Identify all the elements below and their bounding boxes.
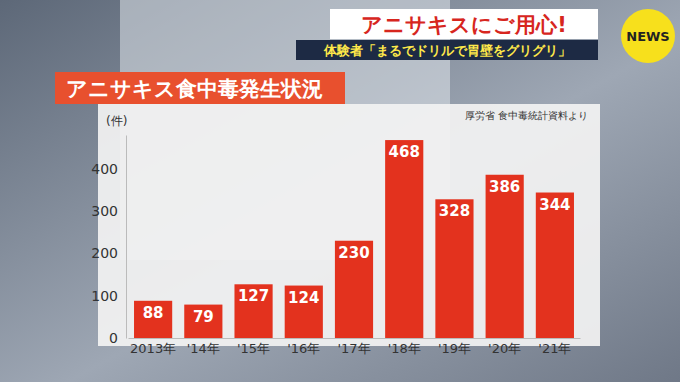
- subheadline: 体験者「まるでドリルで胃壁をグリグリ」: [323, 43, 571, 58]
- x-tick: '15年: [237, 338, 270, 356]
- bars: [134, 140, 574, 338]
- subheadline-box: [296, 40, 598, 60]
- bar: [335, 241, 373, 338]
- bar: [486, 175, 524, 338]
- data-label: 344: [539, 196, 570, 214]
- y-tick-label: 200: [91, 245, 118, 261]
- bar: [435, 199, 473, 338]
- y-tick: 300: [91, 203, 126, 219]
- bar: [234, 284, 272, 338]
- y-axis: 0 100 200 300 400: [91, 136, 126, 346]
- logo-circle: [621, 9, 675, 63]
- data-label: 386: [489, 178, 520, 196]
- y-tick-label: 0: [109, 330, 118, 346]
- canvas: アニサキス食中毒発生状況 アニサキスにご用心! 体験者「まるでドリルで胃壁をグリグリ…: [0, 0, 680, 382]
- source-note: 厚労省 食中毒統計資料より: [465, 110, 588, 121]
- x-tick-label: 2013年: [130, 341, 176, 356]
- headline-box: [330, 9, 598, 39]
- data-labels: 88 79 127 124 230 468 328 386 344: [143, 143, 571, 326]
- x-axis-line: [129, 338, 581, 339]
- y-tick-label: 300: [91, 203, 118, 219]
- chart-title: アニサキス食中毒発生状況: [66, 77, 323, 101]
- x-axis: 2013年 '14年 '15年 '16年 '17年 '18年 '19年 '20年 '21年: [129, 338, 581, 356]
- headline: アニサキスにご用心!: [361, 13, 567, 37]
- x-tick: '20年: [488, 338, 521, 356]
- y-axis-line: [126, 136, 127, 339]
- title-box: [55, 72, 345, 104]
- y-axis-label: (件): [106, 114, 127, 128]
- background: [0, 0, 680, 382]
- data-label: 230: [338, 244, 369, 262]
- x-tick-label: '19年: [438, 341, 471, 356]
- y-tick: 400: [91, 161, 126, 177]
- data-label: 127: [238, 287, 269, 305]
- bar: [285, 286, 323, 338]
- bar: [536, 193, 574, 338]
- x-tick-label: '14年: [187, 341, 220, 356]
- y-tick: 200: [91, 245, 126, 261]
- bar: [184, 305, 222, 338]
- x-tick-label: '15年: [237, 341, 270, 356]
- x-tick: 2013年: [130, 338, 176, 356]
- x-tick: '19年: [438, 338, 471, 356]
- data-label: 468: [389, 143, 420, 161]
- x-tick: '18年: [388, 338, 421, 356]
- x-tick-label: '17年: [337, 341, 370, 356]
- y-tick-label: 400: [91, 161, 118, 177]
- y-tick: 0: [109, 330, 126, 346]
- chart-panel: [98, 104, 600, 346]
- logo: NEWS: [626, 29, 669, 44]
- data-label: 328: [439, 202, 470, 220]
- x-tick: '14年: [187, 338, 220, 356]
- bar: [134, 301, 172, 338]
- x-tick: '17年: [337, 338, 370, 356]
- x-tick-label: '21年: [538, 341, 571, 356]
- data-label: 88: [143, 304, 164, 322]
- x-tick: '21年: [538, 338, 571, 356]
- x-tick-label: '16年: [287, 341, 320, 356]
- x-tick: '16年: [287, 338, 320, 356]
- data-label: 79: [193, 308, 214, 326]
- x-tick-label: '20年: [488, 341, 521, 356]
- x-tick-label: '18年: [388, 341, 421, 356]
- data-label: 124: [288, 289, 319, 307]
- y-tick-label: 100: [91, 288, 118, 304]
- bar: [385, 140, 423, 338]
- y-tick: 100: [91, 288, 126, 304]
